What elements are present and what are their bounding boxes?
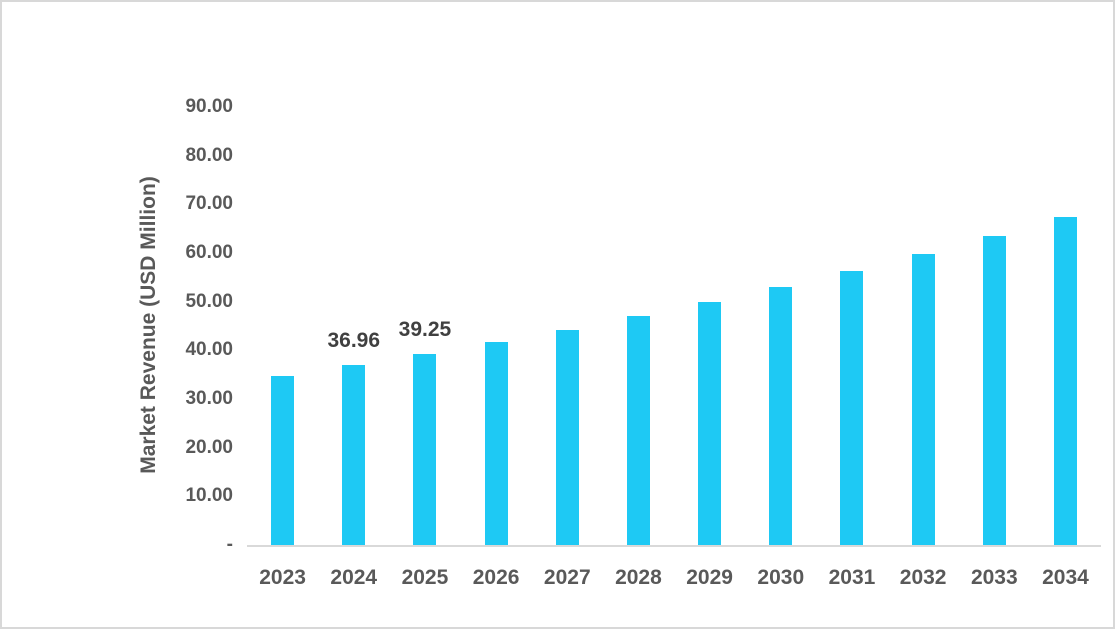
x-tick-label-2034: 2034 (1042, 566, 1089, 589)
y-tick-label: 20.00 (185, 436, 233, 458)
x-tick-label-2033: 2033 (970, 566, 1018, 589)
bar-2026 (484, 342, 508, 545)
bar-slot-2027 (532, 107, 603, 545)
bar-slot-2028 (603, 107, 674, 545)
bar-2028 (626, 316, 650, 545)
bar-2024: 36.96 (327, 330, 380, 545)
bar-2027 (555, 329, 579, 545)
y-tick-label: 10.00 (185, 485, 233, 507)
x-tick-label-2031: 2031 (828, 566, 876, 589)
x-tick-label-2032: 2032 (899, 566, 947, 589)
bar-2029 (698, 302, 722, 545)
y-tick-label: 50.00 (185, 290, 233, 312)
bar-2030 (769, 287, 793, 545)
plot-area: 36.96 39.25 (247, 107, 1101, 547)
y-tick-label: - (226, 534, 233, 556)
bar-slot-2030 (745, 107, 816, 545)
bar-slot-2029 (674, 107, 745, 545)
y-tick-label: 70.00 (185, 193, 233, 215)
y-axis-title: Market Revenue (USD Million) (137, 176, 160, 474)
bar-slot-2024: 36.96 (318, 107, 389, 545)
x-tick-label-2027: 2027 (543, 566, 591, 589)
bar-2033 (982, 236, 1006, 545)
bar-2031 (840, 271, 864, 545)
y-tick-label: 30.00 (185, 388, 233, 410)
data-label-2024: 36.96 (327, 329, 381, 353)
bar-slot-2025: 39.25 (389, 107, 460, 545)
x-tick-label-2030: 2030 (757, 566, 805, 589)
x-tick-label-2026: 2026 (472, 566, 520, 589)
bar-slot-2032 (888, 107, 959, 545)
y-tick-label: 80.00 (185, 144, 233, 166)
bar-slot-2031 (816, 107, 887, 545)
x-tick-label-2028: 2028 (615, 566, 662, 589)
x-tick-label-2024: 2024 (330, 566, 378, 589)
y-tick-label: 60.00 (185, 242, 233, 263)
bar-2032 (911, 254, 935, 545)
x-axis-tick-labels: 2023 2024 2025 2026 2027 2028 2029 2030 2031 2032… (247, 565, 1101, 590)
x-tick-label-2025: 2025 (401, 566, 449, 589)
bar-slot-2026 (461, 107, 532, 545)
bar-2034 (1053, 216, 1077, 545)
data-label-2025: 39.25 (398, 317, 452, 341)
bar-slot-2023 (247, 107, 318, 545)
x-tick-label-2029: 2029 (686, 566, 733, 589)
y-tick-label: 90.00 (185, 96, 233, 117)
y-tick-label: 40.00 (185, 339, 233, 361)
bar-slot-2033 (959, 107, 1030, 545)
bar-2023 (271, 375, 295, 545)
bar-slot-2034 (1030, 107, 1101, 545)
x-tick-label-2023: 2023 (259, 566, 306, 589)
bar-2025: 39.25 (399, 318, 451, 545)
